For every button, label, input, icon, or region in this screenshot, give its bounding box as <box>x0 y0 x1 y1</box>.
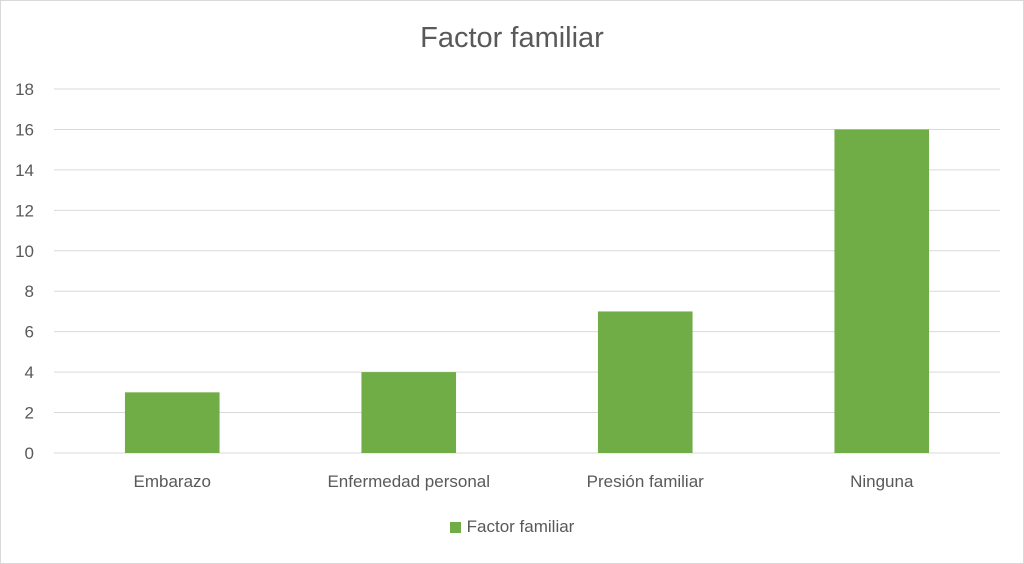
x-axis-labels: Embarazo Enfermedad personal Presión famil… <box>134 472 914 491</box>
bar <box>361 372 457 453</box>
x-tick-label: Presión familiar <box>587 472 704 491</box>
y-tick-label: 16 <box>15 120 34 139</box>
x-tick-label: Embarazo <box>134 472 211 491</box>
y-tick-label: 12 <box>15 201 34 220</box>
legend-label: Factor familiar <box>466 517 575 536</box>
y-tick-label: 2 <box>25 404 34 423</box>
x-tick-label: Ninguna <box>850 472 914 491</box>
y-tick-label: 8 <box>25 282 34 301</box>
bars <box>124 129 930 453</box>
legend-swatch <box>449 522 461 533</box>
bar <box>597 311 693 453</box>
y-tick-label: 18 <box>15 80 34 99</box>
y-tick-label: 10 <box>15 242 34 261</box>
legend: Factor familiar <box>0 517 1024 537</box>
chart-title: Factor familiar <box>420 22 604 54</box>
x-tick-label: Enfermedad personal <box>327 472 490 491</box>
y-tick-label: 14 <box>15 161 34 180</box>
y-tick-label: 4 <box>25 363 34 382</box>
bar <box>834 129 930 453</box>
bar <box>124 392 220 453</box>
y-tick-label: 6 <box>25 323 34 342</box>
y-axis-ticks: 0 2 4 6 8 10 12 14 16 18 <box>15 80 34 463</box>
y-tick-label: 0 <box>25 444 34 463</box>
